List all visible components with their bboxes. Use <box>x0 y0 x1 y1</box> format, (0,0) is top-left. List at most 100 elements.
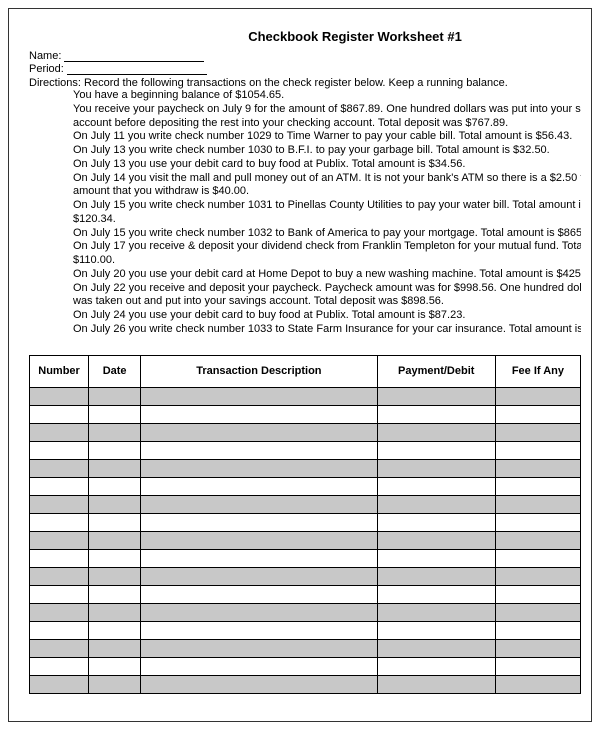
table-cell[interactable] <box>30 585 89 603</box>
table-cell[interactable] <box>89 549 141 567</box>
directions-text: Record the following transactions on the… <box>84 77 508 89</box>
table-row <box>30 675 581 693</box>
table-cell[interactable] <box>495 423 580 441</box>
table-cell[interactable] <box>377 495 495 513</box>
table-cell[interactable] <box>89 387 141 405</box>
table-cell[interactable] <box>30 621 89 639</box>
table-row <box>30 459 581 477</box>
table-cell[interactable] <box>377 585 495 603</box>
table-cell[interactable] <box>377 603 495 621</box>
table-cell[interactable] <box>30 513 89 531</box>
table-row <box>30 423 581 441</box>
table-cell[interactable] <box>495 549 580 567</box>
table-cell[interactable] <box>495 639 580 657</box>
table-cell[interactable] <box>30 405 89 423</box>
table-cell[interactable] <box>495 531 580 549</box>
table-cell[interactable] <box>89 585 141 603</box>
table-cell[interactable] <box>377 405 495 423</box>
list-item: amount that you withdraw is $40.00. <box>69 185 581 199</box>
table-cell[interactable] <box>30 567 89 585</box>
table-cell[interactable] <box>30 531 89 549</box>
name-input-line[interactable] <box>64 52 204 62</box>
table-cell[interactable] <box>89 531 141 549</box>
table-cell[interactable] <box>141 567 377 585</box>
table-cell[interactable] <box>30 387 89 405</box>
table-row <box>30 513 581 531</box>
table-cell[interactable] <box>141 387 377 405</box>
table-cell[interactable] <box>141 477 377 495</box>
table-cell[interactable] <box>89 495 141 513</box>
table-cell[interactable] <box>377 441 495 459</box>
table-cell[interactable] <box>141 513 377 531</box>
table-cell[interactable] <box>89 657 141 675</box>
table-cell[interactable] <box>377 675 495 693</box>
table-cell[interactable] <box>495 657 580 675</box>
table-row <box>30 657 581 675</box>
table-cell[interactable] <box>495 459 580 477</box>
table-cell[interactable] <box>495 585 580 603</box>
table-cell[interactable] <box>89 513 141 531</box>
table-cell[interactable] <box>495 567 580 585</box>
table-cell[interactable] <box>89 477 141 495</box>
table-cell[interactable] <box>495 603 580 621</box>
table-cell[interactable] <box>30 495 89 513</box>
table-cell[interactable] <box>141 603 377 621</box>
table-cell[interactable] <box>89 621 141 639</box>
table-cell[interactable] <box>141 675 377 693</box>
table-cell[interactable] <box>141 657 377 675</box>
table-cell[interactable] <box>495 513 580 531</box>
table-row <box>30 567 581 585</box>
table-cell[interactable] <box>141 585 377 603</box>
table-cell[interactable] <box>89 675 141 693</box>
table-cell[interactable] <box>377 657 495 675</box>
table-cell[interactable] <box>30 675 89 693</box>
table-cell[interactable] <box>377 513 495 531</box>
table-row <box>30 603 581 621</box>
table-cell[interactable] <box>495 675 580 693</box>
table-cell[interactable] <box>89 603 141 621</box>
list-item: On July 11 you write check number 1029 t… <box>69 130 581 144</box>
table-cell[interactable] <box>30 603 89 621</box>
table-cell[interactable] <box>495 405 580 423</box>
table-cell[interactable] <box>377 549 495 567</box>
table-cell[interactable] <box>30 423 89 441</box>
table-cell[interactable] <box>495 621 580 639</box>
table-cell[interactable] <box>377 477 495 495</box>
table-cell[interactable] <box>89 639 141 657</box>
table-cell[interactable] <box>30 549 89 567</box>
table-cell[interactable] <box>30 441 89 459</box>
table-cell[interactable] <box>141 531 377 549</box>
table-cell[interactable] <box>495 387 580 405</box>
table-cell[interactable] <box>141 621 377 639</box>
table-cell[interactable] <box>141 459 377 477</box>
table-cell[interactable] <box>141 423 377 441</box>
table-cell[interactable] <box>30 639 89 657</box>
table-cell[interactable] <box>377 531 495 549</box>
table-cell[interactable] <box>89 405 141 423</box>
table-cell[interactable] <box>30 657 89 675</box>
table-cell[interactable] <box>141 441 377 459</box>
table-cell[interactable] <box>495 495 580 513</box>
table-cell[interactable] <box>377 639 495 657</box>
period-input-line[interactable] <box>67 65 207 75</box>
table-cell[interactable] <box>141 639 377 657</box>
table-cell[interactable] <box>89 567 141 585</box>
table-cell[interactable] <box>141 495 377 513</box>
table-cell[interactable] <box>377 567 495 585</box>
table-cell[interactable] <box>377 621 495 639</box>
table-cell[interactable] <box>495 477 580 495</box>
table-cell[interactable] <box>30 477 89 495</box>
table-cell[interactable] <box>377 423 495 441</box>
transactions-list: You have a beginning balance of $1054.65… <box>29 89 581 337</box>
list-item: On July 22 you receive and deposit your … <box>69 282 581 296</box>
table-cell[interactable] <box>377 459 495 477</box>
name-row: Name: <box>29 50 581 62</box>
table-cell[interactable] <box>89 423 141 441</box>
table-cell[interactable] <box>141 405 377 423</box>
table-cell[interactable] <box>377 387 495 405</box>
table-cell[interactable] <box>141 549 377 567</box>
table-cell[interactable] <box>89 441 141 459</box>
table-cell[interactable] <box>495 441 580 459</box>
table-cell[interactable] <box>89 459 141 477</box>
table-cell[interactable] <box>30 459 89 477</box>
